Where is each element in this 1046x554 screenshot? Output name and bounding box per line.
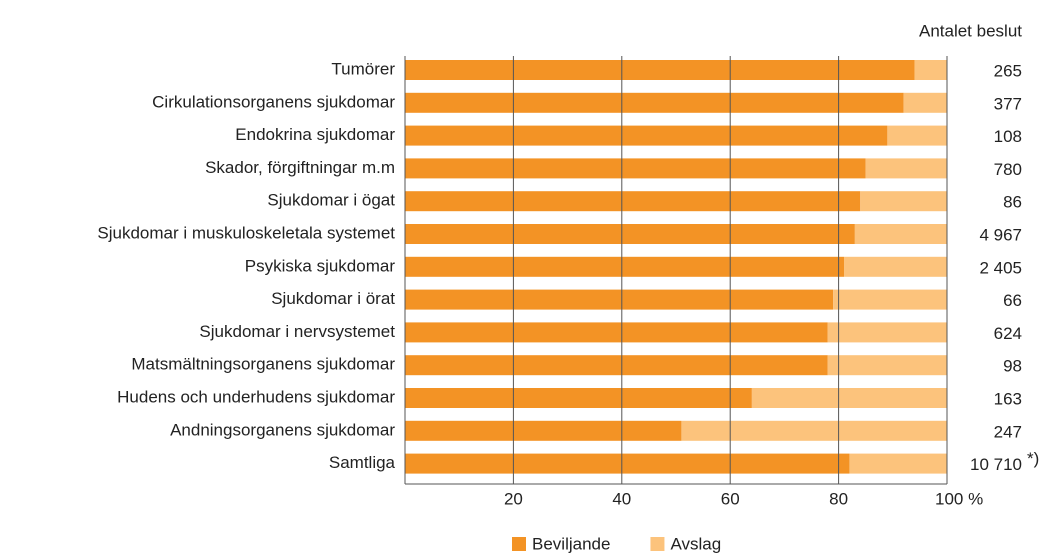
bar-segment [405, 256, 845, 277]
legend-swatch [650, 537, 665, 551]
bar-segment [827, 322, 947, 343]
bar-segment [849, 453, 947, 474]
total-label: 247 [994, 422, 1022, 441]
bar-segment [833, 289, 947, 310]
total-label: 163 [994, 389, 1022, 408]
total-label: 265 [994, 61, 1022, 80]
category-label: Sjukdomar i nervsystemet [199, 322, 395, 341]
total-label: 10 710 [970, 455, 1022, 474]
bar-segment [914, 60, 947, 80]
bar-segment [751, 388, 947, 408]
x-tick-label: 40 [612, 489, 631, 508]
x-tick-label: 20 [504, 489, 523, 508]
category-label: Sjukdomar i ögat [267, 191, 395, 210]
category-label: Cirkulationsorganens sjukdomar [152, 92, 395, 111]
bar-segment [827, 355, 947, 376]
x-tick-label: 100 % [935, 489, 983, 508]
legend-label: Beviljande [532, 534, 610, 553]
total-label: 108 [994, 127, 1022, 146]
bar-segment [405, 92, 904, 113]
category-label: Sjukdomar i örat [271, 289, 395, 308]
bar-segment [405, 420, 682, 441]
bar-segment [405, 453, 850, 474]
total-label: 86 [1003, 193, 1022, 212]
x-tick-label: 60 [721, 489, 740, 508]
bar-segment [865, 158, 947, 179]
total-label: 98 [1003, 357, 1022, 376]
category-label: Skador, förgiftningar m.m [205, 158, 395, 177]
annotation: *) [1027, 449, 1039, 468]
total-label: 2 405 [979, 258, 1022, 277]
total-label: 624 [994, 324, 1022, 343]
bar-segment [405, 322, 828, 343]
category-label: Andningsorganens sjukdomar [170, 420, 395, 439]
bar-segment [405, 224, 855, 244]
total-label: 780 [994, 160, 1022, 179]
bar-segment [844, 256, 947, 277]
category-label: Sjukdomar i muskuloskeletala systemet [97, 223, 395, 242]
bar-segment [854, 224, 947, 244]
category-label: Psykiska sjukdomar [245, 256, 396, 275]
category-label: Matsmältningsorganens sjukdomar [131, 355, 395, 374]
category-label: Tumörer [331, 59, 395, 78]
bar-segment [405, 125, 888, 146]
total-label: 66 [1003, 291, 1022, 310]
bar-segment [405, 158, 866, 179]
totals-title: Antalet beslut [919, 21, 1022, 40]
legend-swatch [512, 537, 526, 551]
bar-segment [903, 92, 947, 113]
bar-segment [681, 420, 947, 441]
bar-segment [405, 191, 861, 212]
total-label: 4 967 [979, 225, 1022, 244]
category-label: Endokrina sjukdomar [235, 125, 395, 144]
total-label: 377 [994, 94, 1022, 113]
legend-label: Avslag [670, 534, 721, 553]
bar-segment [405, 289, 834, 310]
bar-segment [405, 60, 915, 80]
category-label: Hudens och underhudens sjukdomar [117, 387, 395, 406]
bar-segment [405, 355, 828, 376]
bar-segment [405, 388, 752, 408]
bar-segment [887, 125, 947, 146]
x-tick-label: 80 [829, 489, 848, 508]
bar-segment [860, 191, 947, 212]
category-label: Samtliga [329, 453, 396, 472]
